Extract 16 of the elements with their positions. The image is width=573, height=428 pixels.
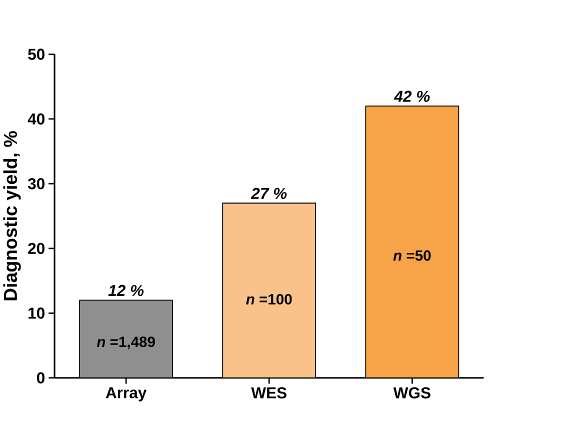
y-tick-label: 50	[28, 48, 44, 60]
data-label: 12 %	[108, 284, 144, 296]
y-tick-label: 0	[36, 372, 44, 384]
annotation: n =100	[246, 294, 292, 304]
annotation: n =1,489	[96, 336, 155, 350]
x-tick-label: WGS	[393, 387, 430, 398]
y-tick-label: 10	[28, 307, 44, 319]
x-tick-label: Array	[106, 387, 147, 402]
y-tick-label: 20	[28, 242, 44, 254]
annotation: n =50	[393, 250, 431, 261]
x-tick-label: WES	[251, 387, 286, 398]
y-axis-title: Diagnostic yield, %	[3, 131, 21, 300]
data-label: 27 %	[250, 188, 287, 199]
data-label: 42 %	[394, 90, 430, 102]
y-tick-label: 40	[28, 113, 44, 124]
y-tick-label: 30	[28, 178, 44, 190]
